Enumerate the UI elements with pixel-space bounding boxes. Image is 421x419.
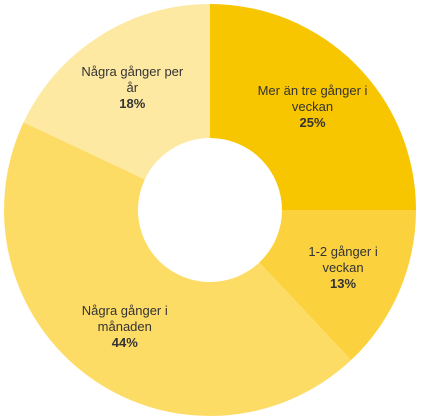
segment-label: Mer än tre gånger i veckan 25% — [257, 83, 369, 131]
value-label: 25% — [299, 115, 326, 131]
value-label: 18% — [119, 95, 146, 111]
segment — [210, 4, 416, 210]
category-label: Mer än tre gånger i veckan — [257, 83, 368, 115]
category-label: Några gånger per år — [81, 63, 184, 95]
segment-label: Några gånger per år 18% — [76, 64, 188, 112]
category-label: Några gånger i månaden — [81, 303, 168, 335]
segment-label: Några gånger i månaden 44% — [69, 303, 181, 351]
segment-label: 1-2 gånger i veckan 13% — [287, 244, 399, 292]
category-label: 1-2 gånger i veckan — [308, 243, 378, 275]
value-label: 44% — [111, 335, 138, 351]
segment — [3, 122, 352, 417]
segment — [259, 210, 416, 361]
value-label: 13% — [330, 275, 357, 291]
segment — [23, 3, 211, 180]
